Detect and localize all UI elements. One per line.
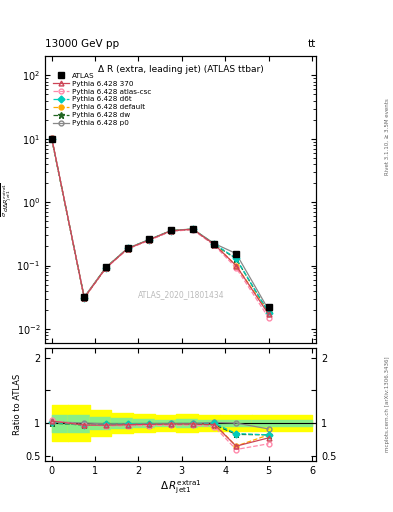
X-axis label: $\Delta\,R_{\rm jet1}^{\rm extra1}$: $\Delta\,R_{\rm jet1}^{\rm extra1}$	[160, 478, 202, 496]
Y-axis label: $\frac{1}{\sigma}\frac{d\sigma}{d\Delta R_{jet1}^{extra1}}$: $\frac{1}{\sigma}\frac{d\sigma}{d\Delta …	[0, 182, 14, 217]
Y-axis label: Ratio to ATLAS: Ratio to ATLAS	[13, 374, 22, 435]
Legend: ATLAS, Pythia 6.428 370, Pythia 6.428 atlas-csc, Pythia 6.428 d6t, Pythia 6.428 : ATLAS, Pythia 6.428 370, Pythia 6.428 at…	[51, 71, 152, 127]
Text: mcplots.cern.ch [arXiv:1306.3436]: mcplots.cern.ch [arXiv:1306.3436]	[385, 357, 389, 452]
Text: ATLAS_2020_I1801434: ATLAS_2020_I1801434	[138, 290, 224, 299]
Text: tt: tt	[308, 38, 316, 49]
Text: Δ R (extra, leading jet) (ATLAS ttbar): Δ R (extra, leading jet) (ATLAS ttbar)	[98, 65, 264, 74]
Text: 13000 GeV pp: 13000 GeV pp	[45, 38, 119, 49]
Text: Rivet 3.1.10, ≥ 3.5M events: Rivet 3.1.10, ≥ 3.5M events	[385, 98, 389, 175]
